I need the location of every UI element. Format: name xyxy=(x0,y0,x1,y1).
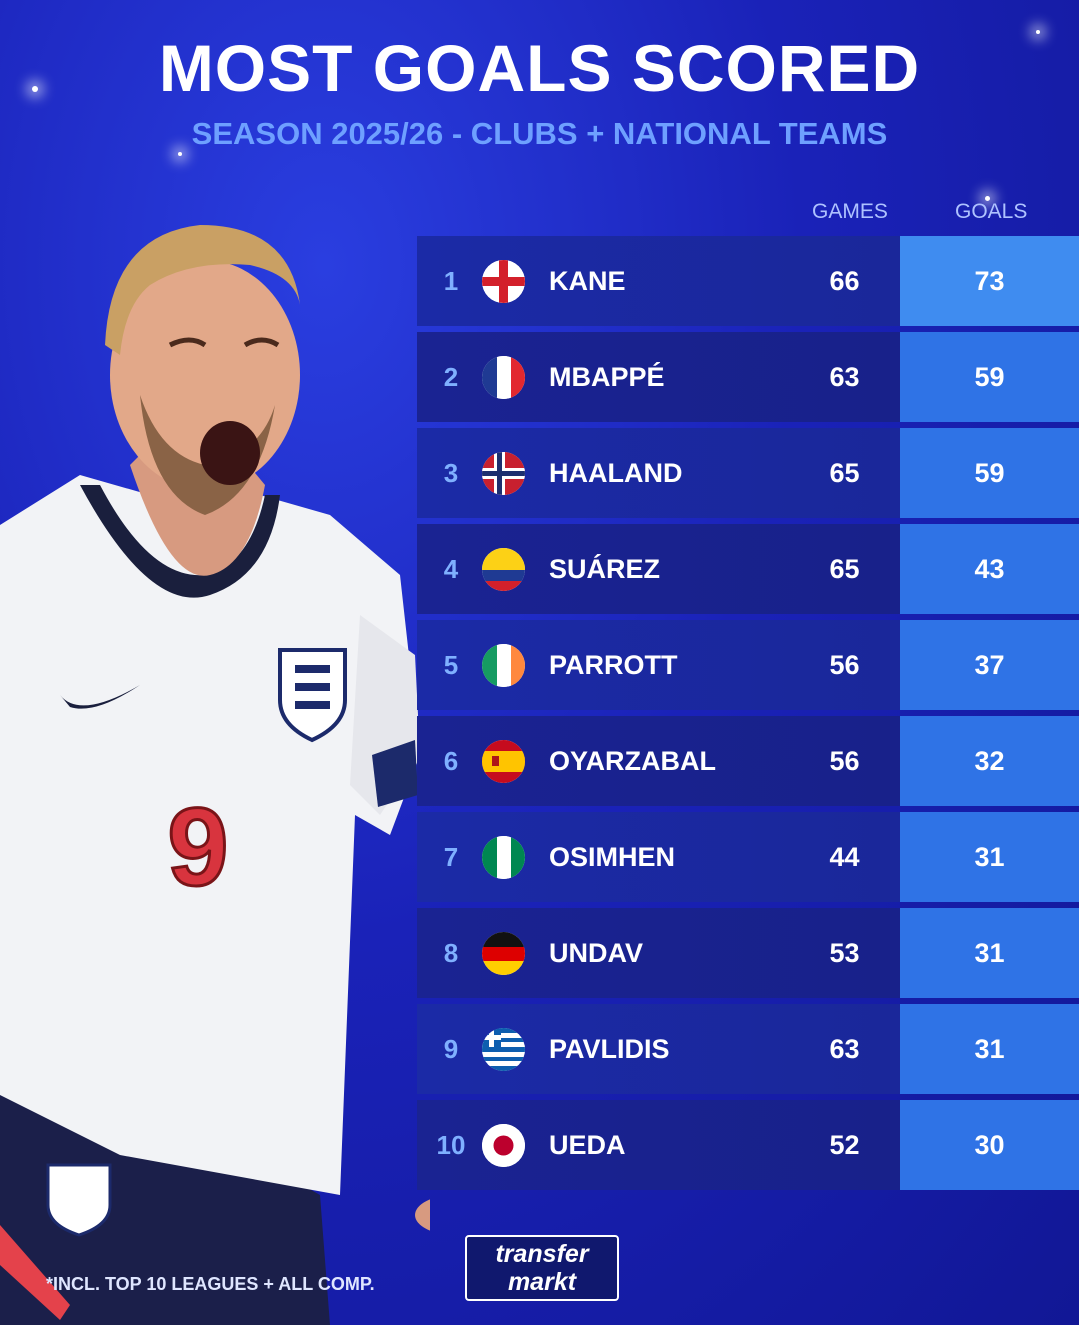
column-header-goals: GOALS xyxy=(955,200,1028,223)
sparkle-decoration xyxy=(985,196,990,201)
player-name: KANE xyxy=(549,266,626,296)
goals-value: 31 xyxy=(900,1004,1079,1094)
games-value: 56 xyxy=(829,650,860,680)
table-row: 8 UNDAV 53 31 xyxy=(417,908,1079,998)
rank-label: 5 xyxy=(443,650,459,680)
goals-value: 31 xyxy=(900,812,1079,902)
rank-label: 8 xyxy=(443,938,459,968)
sparkle-decoration xyxy=(178,152,182,156)
games-value: 52 xyxy=(829,1130,860,1160)
games-value: 63 xyxy=(829,362,860,392)
games-value: 56 xyxy=(829,746,860,776)
player-name: OSIMHEN xyxy=(549,842,676,872)
rank-label: 6 xyxy=(443,746,459,776)
greece-flag-icon xyxy=(482,1028,525,1071)
games-value: 53 xyxy=(829,938,860,968)
page-subtitle: SEASON 2025/26 - CLUBS + NATIONAL TEAMS xyxy=(191,116,888,151)
transfermarkt-logo: transfer markt xyxy=(465,1235,619,1301)
table-row: 5 PARROTT 56 37 xyxy=(417,620,1079,710)
logo-line-2: markt xyxy=(507,1268,577,1296)
games-value: 44 xyxy=(829,842,860,872)
nigeria-flag-icon xyxy=(482,836,525,879)
goals-table: 1 KANE 66 73 2 MBAPPÉ 63 59 3 HAALAND 65… xyxy=(417,236,1079,1196)
column-header-games: GAMES xyxy=(812,200,888,223)
sparkle-decoration xyxy=(1036,30,1040,34)
goals-value: 31 xyxy=(900,908,1079,998)
goals-value: 37 xyxy=(900,620,1079,710)
goals-value: 73 xyxy=(900,236,1079,326)
games-value: 63 xyxy=(829,1034,860,1064)
france-flag-icon xyxy=(482,356,525,399)
player-name: MBAPPÉ xyxy=(549,362,665,392)
table-row: 3 HAALAND 65 59 xyxy=(417,428,1079,518)
player-name: SUÁREZ xyxy=(549,554,661,584)
goals-value: 32 xyxy=(900,716,1079,806)
page-title: MOST GOALS SCORED xyxy=(158,31,921,105)
rank-label: 9 xyxy=(443,1034,459,1064)
player-name: PAVLIDIS xyxy=(549,1034,670,1064)
rank-label: 2 xyxy=(443,362,459,392)
goals-value: 43 xyxy=(900,524,1079,614)
games-value: 65 xyxy=(829,554,860,584)
table-row: 4 SUÁREZ 65 43 xyxy=(417,524,1079,614)
rank-label: 3 xyxy=(443,458,459,488)
rank-label: 10 xyxy=(436,1130,466,1160)
table-row: 9 PAVLIDIS 63 31 xyxy=(417,1004,1079,1094)
goals-value: 59 xyxy=(900,428,1079,518)
norway-flag-icon xyxy=(482,452,525,495)
player-name: OYARZABAL xyxy=(549,746,717,776)
player-name: PARROTT xyxy=(549,650,678,680)
games-value: 66 xyxy=(829,266,860,296)
logo-line-1: transfer xyxy=(495,1240,589,1268)
footnote: *INCL. TOP 10 LEAGUES + ALL COMP. xyxy=(46,1274,375,1294)
england-flag-icon xyxy=(482,260,525,303)
rank-label: 1 xyxy=(443,266,459,296)
germany-flag-icon xyxy=(482,932,525,975)
goals-value: 59 xyxy=(900,332,1079,422)
colombia-flag-icon xyxy=(482,548,525,591)
table-row: 2 MBAPPÉ 63 59 xyxy=(417,332,1079,422)
spain-flag-icon xyxy=(482,740,525,783)
games-value: 65 xyxy=(829,458,860,488)
table-row: 6 OYARZABAL 56 32 xyxy=(417,716,1079,806)
japan-flag-icon xyxy=(482,1124,525,1167)
rank-label: 4 xyxy=(443,554,459,584)
ireland-flag-icon xyxy=(482,644,525,687)
table-row: 10 UEDA 52 30 xyxy=(417,1100,1079,1190)
player-name: UEDA xyxy=(549,1130,626,1160)
sparkle-decoration xyxy=(32,86,38,92)
goals-value: 30 xyxy=(900,1100,1079,1190)
table-row: 7 OSIMHEN 44 31 xyxy=(417,812,1079,902)
player-shirt-number: 9 xyxy=(167,786,228,909)
player-name: HAALAND xyxy=(549,458,683,488)
table-row: 1 KANE 66 73 xyxy=(417,236,1079,326)
player-name: UNDAV xyxy=(549,938,643,968)
player-illustration: 9 xyxy=(0,225,430,1325)
rank-label: 7 xyxy=(443,842,459,872)
